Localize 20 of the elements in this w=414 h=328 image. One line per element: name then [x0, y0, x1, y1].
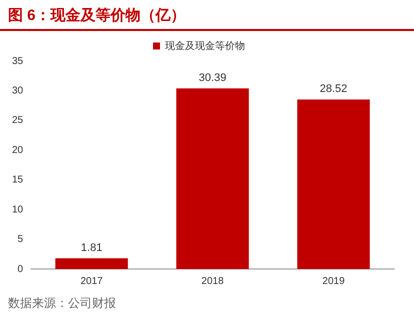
bar — [176, 88, 249, 269]
x-tick-label: 2017 — [80, 276, 104, 287]
y-tick-label: 15 — [12, 174, 24, 186]
bar — [55, 258, 128, 269]
y-tick-label: 10 — [12, 204, 24, 216]
data-label: 30.39 — [198, 72, 226, 84]
source-note: 数据来源：公司财报 — [7, 295, 117, 312]
y-tick-label: 25 — [12, 115, 24, 126]
x-tick-label: 2019 — [322, 276, 346, 287]
y-tick-label: 0 — [18, 264, 24, 275]
data-label: 28.52 — [320, 83, 348, 96]
x-tick-label: 2018 — [201, 276, 224, 287]
y-tick-label: 20 — [12, 144, 24, 156]
y-tick-label: 35 — [12, 56, 24, 67]
chart-title: 图 6：现金及等价物（亿） — [7, 6, 187, 26]
bar — [297, 100, 370, 269]
y-tick-label: 5 — [18, 234, 24, 246]
legend-label: 现金及现金等价物 — [165, 40, 245, 52]
data-label: 1.81 — [80, 242, 102, 254]
y-tick-label: 30 — [12, 85, 24, 96]
